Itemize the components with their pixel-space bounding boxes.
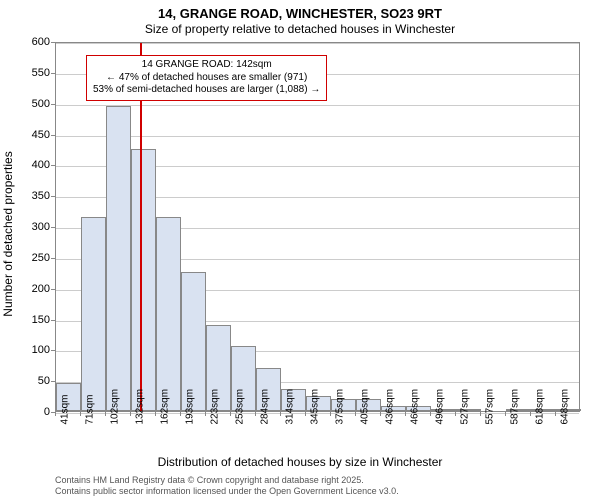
ytick-label: 0 <box>10 406 50 418</box>
histogram-bar <box>131 149 156 411</box>
histogram-bar <box>106 106 131 411</box>
annotation-line3: 53% of semi-detached houses are larger (… <box>93 84 320 97</box>
ytick-label: 400 <box>10 159 50 171</box>
ytick-label: 100 <box>10 344 50 356</box>
ytick-label: 200 <box>10 283 50 295</box>
footer-attribution: Contains HM Land Registry data © Crown c… <box>55 475 399 497</box>
histogram-bar <box>81 217 106 411</box>
histogram-bar <box>156 217 181 411</box>
chart-title-line2: Size of property relative to detached ho… <box>0 22 600 36</box>
ytick-label: 300 <box>10 221 50 233</box>
ytick-label: 600 <box>10 36 50 48</box>
ytick-label: 450 <box>10 129 50 141</box>
ytick-label: 250 <box>10 252 50 264</box>
annotation-box: 14 GRANGE ROAD: 142sqm← 47% of detached … <box>86 55 327 101</box>
annotation-line2: ← 47% of detached houses are smaller (97… <box>93 72 320 85</box>
plot-area: 14 GRANGE ROAD: 142sqm← 47% of detached … <box>55 42 580 412</box>
footer-line1: Contains HM Land Registry data © Crown c… <box>55 475 399 486</box>
ytick-label: 350 <box>10 190 50 202</box>
ytick-label: 50 <box>10 375 50 387</box>
ytick-label: 550 <box>10 67 50 79</box>
chart-title-line1: 14, GRANGE ROAD, WINCHESTER, SO23 9RT <box>0 6 600 21</box>
x-axis-label: Distribution of detached houses by size … <box>0 455 600 469</box>
ytick-label: 150 <box>10 314 50 326</box>
footer-line2: Contains public sector information licen… <box>55 486 399 497</box>
ytick-label: 500 <box>10 98 50 110</box>
histogram-chart: 14, GRANGE ROAD, WINCHESTER, SO23 9RT Si… <box>0 0 600 500</box>
annotation-line1: 14 GRANGE ROAD: 142sqm <box>93 59 320 72</box>
